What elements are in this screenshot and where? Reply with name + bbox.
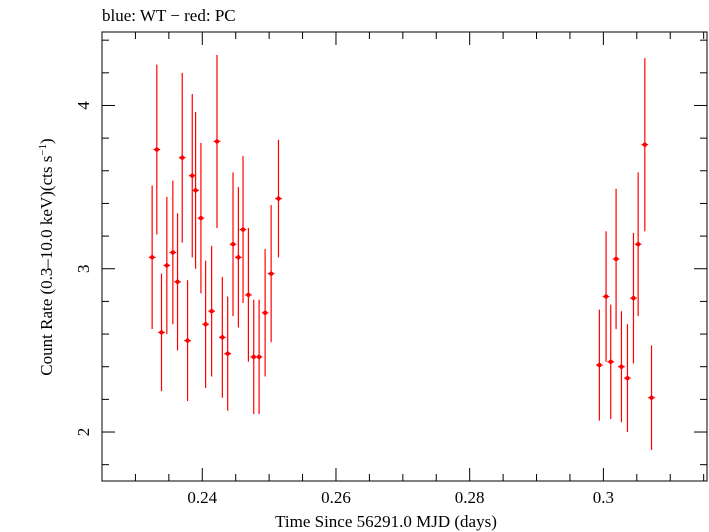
- y-axis-label-close: ): [37, 138, 56, 144]
- data-point: [148, 185, 156, 330]
- data-point: [174, 213, 181, 351]
- data-point: [192, 112, 199, 269]
- point-marker: [154, 147, 160, 152]
- point-marker: [251, 354, 256, 360]
- data-point: [624, 324, 631, 433]
- point-marker: [631, 295, 636, 301]
- y-axis-ticks: 2 3 4: [74, 39, 707, 466]
- data-point: [630, 232, 637, 364]
- data-point: [596, 309, 603, 421]
- data-point: [648, 345, 655, 450]
- point-marker: [625, 375, 630, 381]
- data-point: [275, 139, 282, 258]
- point-marker: [256, 354, 262, 360]
- y-tick-label: 2: [74, 428, 93, 437]
- data-point: [641, 58, 649, 232]
- plot-frame: [101, 31, 708, 482]
- point-marker: [190, 173, 195, 178]
- data-point: [602, 231, 610, 362]
- data-point: [218, 276, 226, 398]
- chart-title: blue: WT − red: PC: [102, 6, 236, 25]
- y-tick-label: 4: [74, 101, 93, 110]
- data-point: [634, 172, 642, 317]
- point-marker: [246, 292, 251, 298]
- x-tick-label: 0.3: [593, 488, 614, 507]
- data-points: [148, 54, 655, 450]
- point-marker: [149, 255, 155, 260]
- point-marker: [180, 155, 185, 160]
- data-point: [178, 72, 186, 243]
- point-marker: [649, 395, 654, 400]
- point-marker: [175, 279, 180, 285]
- x-tick-label: 0.26: [321, 488, 351, 507]
- point-marker: [164, 263, 170, 268]
- point-marker: [276, 196, 281, 201]
- data-point: [239, 156, 247, 304]
- point-marker: [198, 215, 204, 221]
- data-point: [163, 196, 171, 335]
- data-point: [235, 187, 242, 328]
- point-marker: [619, 364, 624, 369]
- data-point: [224, 296, 232, 411]
- point-marker: [214, 139, 220, 144]
- data-point: [202, 260, 209, 388]
- data-point: [158, 273, 165, 392]
- x-axis-label: Time Since 56291.0 MJD (days): [275, 512, 497, 531]
- data-point: [213, 54, 221, 228]
- point-marker: [185, 338, 190, 343]
- point-marker: [613, 256, 619, 262]
- data-point: [229, 172, 237, 317]
- point-marker: [193, 188, 198, 193]
- data-point: [245, 227, 252, 362]
- point-marker: [230, 242, 236, 247]
- data-point: [261, 249, 269, 377]
- point-marker: [635, 242, 641, 247]
- y-axis-label-main: Count Rate (0.3–10.0 keV)(cts s: [37, 156, 56, 376]
- point-marker: [209, 308, 214, 314]
- point-marker: [597, 362, 602, 368]
- x-tick-label: 0.28: [455, 488, 485, 507]
- data-point: [612, 188, 620, 330]
- point-marker: [236, 255, 241, 260]
- data-point: [267, 205, 275, 343]
- point-marker: [220, 335, 225, 340]
- data-point: [169, 180, 177, 325]
- y-axis-label: Count Rate (0.3–10.0 keV)(cts s−1): [37, 138, 56, 375]
- data-point: [208, 245, 215, 377]
- x-tick-label: 0.24: [187, 488, 217, 507]
- data-point: [153, 64, 161, 235]
- data-point: [618, 311, 625, 423]
- point-marker: [603, 294, 609, 299]
- point-marker: [159, 330, 164, 335]
- x-axis-ticks: 0.24 0.26 0.28 0.3: [101, 32, 705, 507]
- point-marker: [642, 142, 648, 147]
- point-marker: [608, 359, 613, 365]
- point-marker: [240, 227, 246, 232]
- y-axis-label-exponent: −1: [37, 144, 49, 156]
- y-tick-label: 3: [74, 264, 93, 273]
- point-marker: [262, 310, 268, 316]
- data-point: [188, 94, 196, 258]
- point-marker: [170, 250, 176, 255]
- data-point: [255, 299, 263, 415]
- data-point: [184, 280, 191, 401]
- data-point: [607, 304, 615, 419]
- point-marker: [203, 322, 208, 327]
- point-marker: [225, 351, 230, 356]
- point-marker: [268, 271, 274, 276]
- data-point: [197, 143, 205, 294]
